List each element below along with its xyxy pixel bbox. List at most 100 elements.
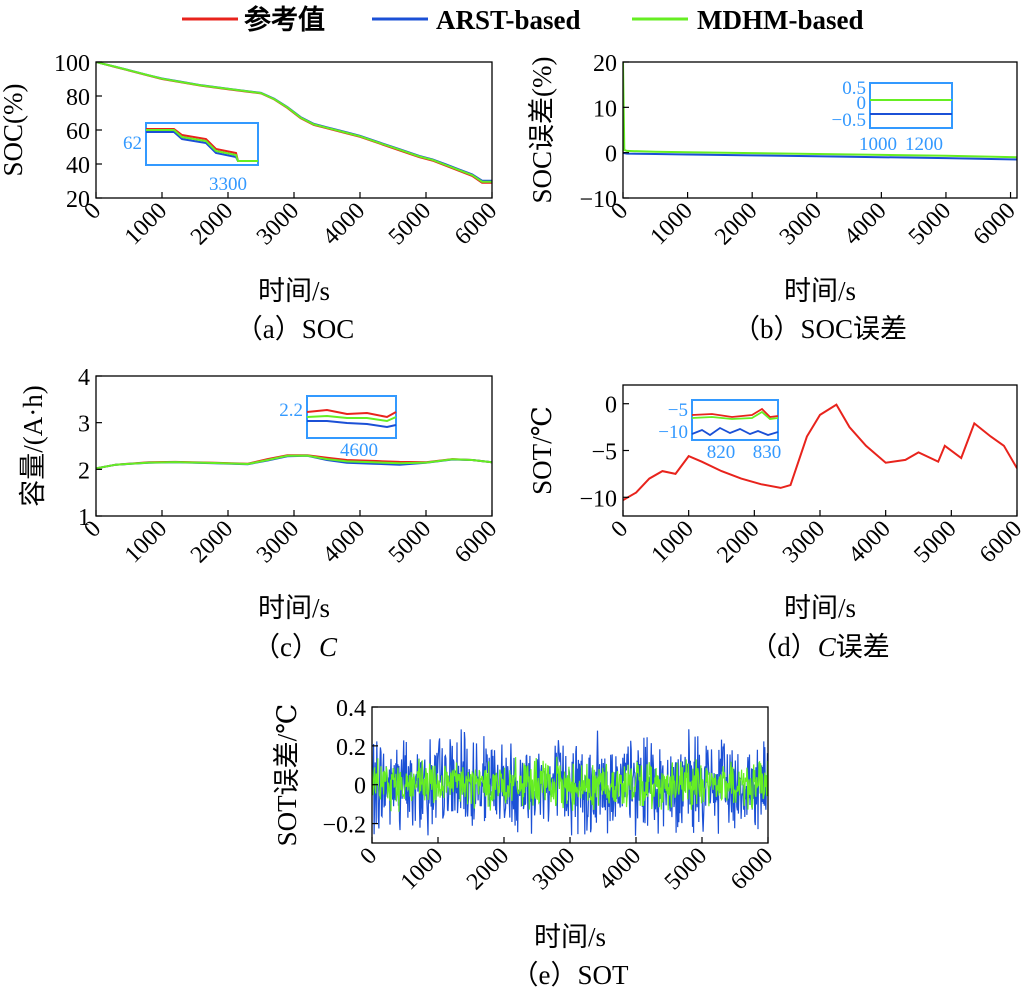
inset-series-line	[307, 420, 397, 429]
x-tick-label: 6000	[450, 198, 502, 250]
zoom-inset: 62 3300	[123, 122, 259, 195]
series-line-arstbased	[623, 151, 1017, 161]
inset-series-line	[306, 408, 397, 419]
x-tick-label: 6000	[726, 843, 778, 895]
x-tick-label: 5000	[384, 198, 436, 250]
plot-frame	[95, 375, 493, 517]
x-tick-label: 2000	[712, 516, 764, 568]
legend-label-ref: 参考值	[244, 4, 325, 35]
caption-text: （e）SOT	[512, 960, 629, 990]
y-tick-label: 40	[66, 153, 90, 179]
x-tick-label: 5000	[384, 516, 436, 568]
caption-suffix: 误差	[836, 632, 890, 662]
caption-symbol: C	[319, 632, 338, 662]
y-tick-label: 0.4	[336, 696, 366, 722]
zoom-inset: −5−10 820 830	[658, 399, 782, 463]
panel-capacity: 0 1000 2000 3000 4000 5000 60001234时间/s容量/(A·h…	[18, 365, 502, 662]
inset-tick-label: 62	[123, 133, 142, 154]
y-tick-label: 4	[78, 365, 90, 391]
zoom-inset: 2.2 4600	[279, 395, 397, 461]
x-tick-label: 5000	[909, 516, 961, 568]
x-tick-label: 1000	[120, 516, 172, 568]
y-tick-label: 2	[78, 458, 90, 484]
x-tick-label: 3000	[775, 198, 827, 250]
x-axis-label: 时间/s	[534, 922, 606, 952]
panel-caption: （a）SOC	[236, 314, 355, 344]
y-tick-label: −5	[591, 440, 617, 466]
plot-frame	[622, 61, 1018, 199]
panel-sot-error: 0 1000 2000 3000 4000 5000 6000 −0.2 0 0.2 0.4 时间/s…	[272, 696, 778, 990]
inset-frame	[145, 122, 259, 166]
x-tick-label: 3000	[778, 516, 830, 568]
x-tick-label: 2000	[186, 516, 238, 568]
caption-text: （c）	[253, 632, 319, 662]
y-tick-label: 100	[54, 51, 90, 77]
x-tick-label: 2000	[462, 843, 514, 895]
y-tick-label: −10	[579, 187, 617, 213]
y-tick-label: 80	[66, 85, 90, 111]
caption-text: （b）SOC误差	[733, 314, 907, 344]
x-tick-label: 0	[355, 843, 382, 870]
series-group	[372, 729, 768, 836]
x-tick-label: 4000	[318, 516, 370, 568]
x-tick-label: 6000	[968, 198, 1020, 250]
inset-series-line	[691, 410, 779, 420]
series-line-mdhmbased	[96, 454, 492, 470]
x-tick-label: 4000	[844, 516, 896, 568]
series-group	[96, 62, 492, 184]
panel-caption: （d）C误差	[750, 632, 890, 662]
x-tick-label: 4000	[594, 843, 646, 895]
y-tick-label: 0	[605, 142, 617, 168]
y-tick-label: 0.2	[336, 735, 366, 761]
x-tick-label: 4000	[318, 198, 370, 250]
x-tick-label: 2000	[710, 198, 762, 250]
x-tick-label: 1000	[396, 843, 448, 895]
inset-tick-label: 1000	[859, 134, 897, 155]
series-line-mdhmbased	[623, 62, 1017, 159]
x-tick-label: 1000	[120, 198, 172, 250]
caption-symbol: C	[818, 632, 837, 662]
caption-text: （a）SOC	[236, 314, 355, 344]
x-tick-label: 6000	[975, 516, 1021, 568]
x-tick-label: 4000	[839, 198, 891, 250]
inset-series-line	[691, 407, 779, 418]
series-group	[96, 454, 492, 470]
x-axis-label: 时间/s	[258, 276, 330, 306]
x-tick-label: 6000	[450, 516, 502, 568]
x-tick-label: 5000	[904, 198, 956, 250]
y-tick-label: 1	[78, 505, 90, 531]
x-tick-label: 0	[606, 516, 633, 543]
inset-tick-label: 1200	[905, 134, 943, 155]
inset-tick-label: −5	[668, 400, 688, 421]
series-group	[623, 62, 1017, 161]
inset-tick-label: 4600	[340, 440, 378, 461]
legend-label-arst: ARST-based	[436, 5, 581, 35]
inset-tick-label: 830	[753, 442, 782, 463]
panel-caption: （e）SOT	[512, 960, 629, 990]
legend-label-mdhm: MDHM-based	[697, 5, 863, 35]
x-axis-label: 时间/s	[784, 276, 856, 306]
x-axis-label: 时间/s	[784, 593, 856, 623]
y-axis-label: SOC误差(%)	[527, 57, 557, 204]
inset-tick-label: −0.5	[832, 110, 866, 131]
y-axis-label: SOT/℃	[527, 406, 557, 495]
series-line-mdhmbased	[96, 62, 492, 183]
panel-soc: 0 1000 2000 3000 4000 5000 600020406080100时间/s…	[0, 51, 502, 344]
inset-series-line	[306, 414, 397, 423]
y-axis-label: 容量/(A·h)	[18, 385, 48, 506]
inset-series-line	[146, 129, 258, 162]
y-tick-label: 3	[78, 412, 90, 438]
caption-text: （d）	[750, 632, 818, 662]
y-tick-label: −0.2	[322, 813, 366, 839]
y-tick-label: 20	[593, 51, 617, 77]
series-line-ref	[623, 403, 1017, 501]
panel-caption: （b）SOC误差	[733, 314, 907, 344]
x-tick-label: 3000	[252, 198, 304, 250]
inset-series-line	[691, 426, 779, 437]
y-axis-label: SOC(%)	[0, 84, 28, 177]
inset-tick-label: 3300	[209, 174, 247, 195]
y-tick-label: 0	[354, 774, 366, 800]
inset-tick-label: −10	[658, 422, 688, 443]
x-axis-label: 时间/s	[258, 593, 330, 623]
